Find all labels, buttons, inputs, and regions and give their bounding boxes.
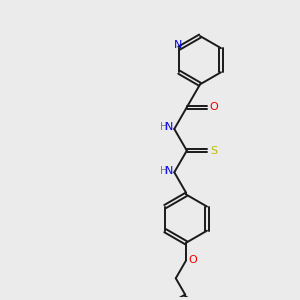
Text: H: H [160,122,167,132]
Text: S: S [210,146,218,156]
Text: N: N [165,166,173,176]
Text: O: O [209,102,218,112]
Text: H: H [160,166,167,176]
Text: N: N [173,40,182,50]
Text: O: O [188,255,197,266]
Text: N: N [165,122,173,132]
